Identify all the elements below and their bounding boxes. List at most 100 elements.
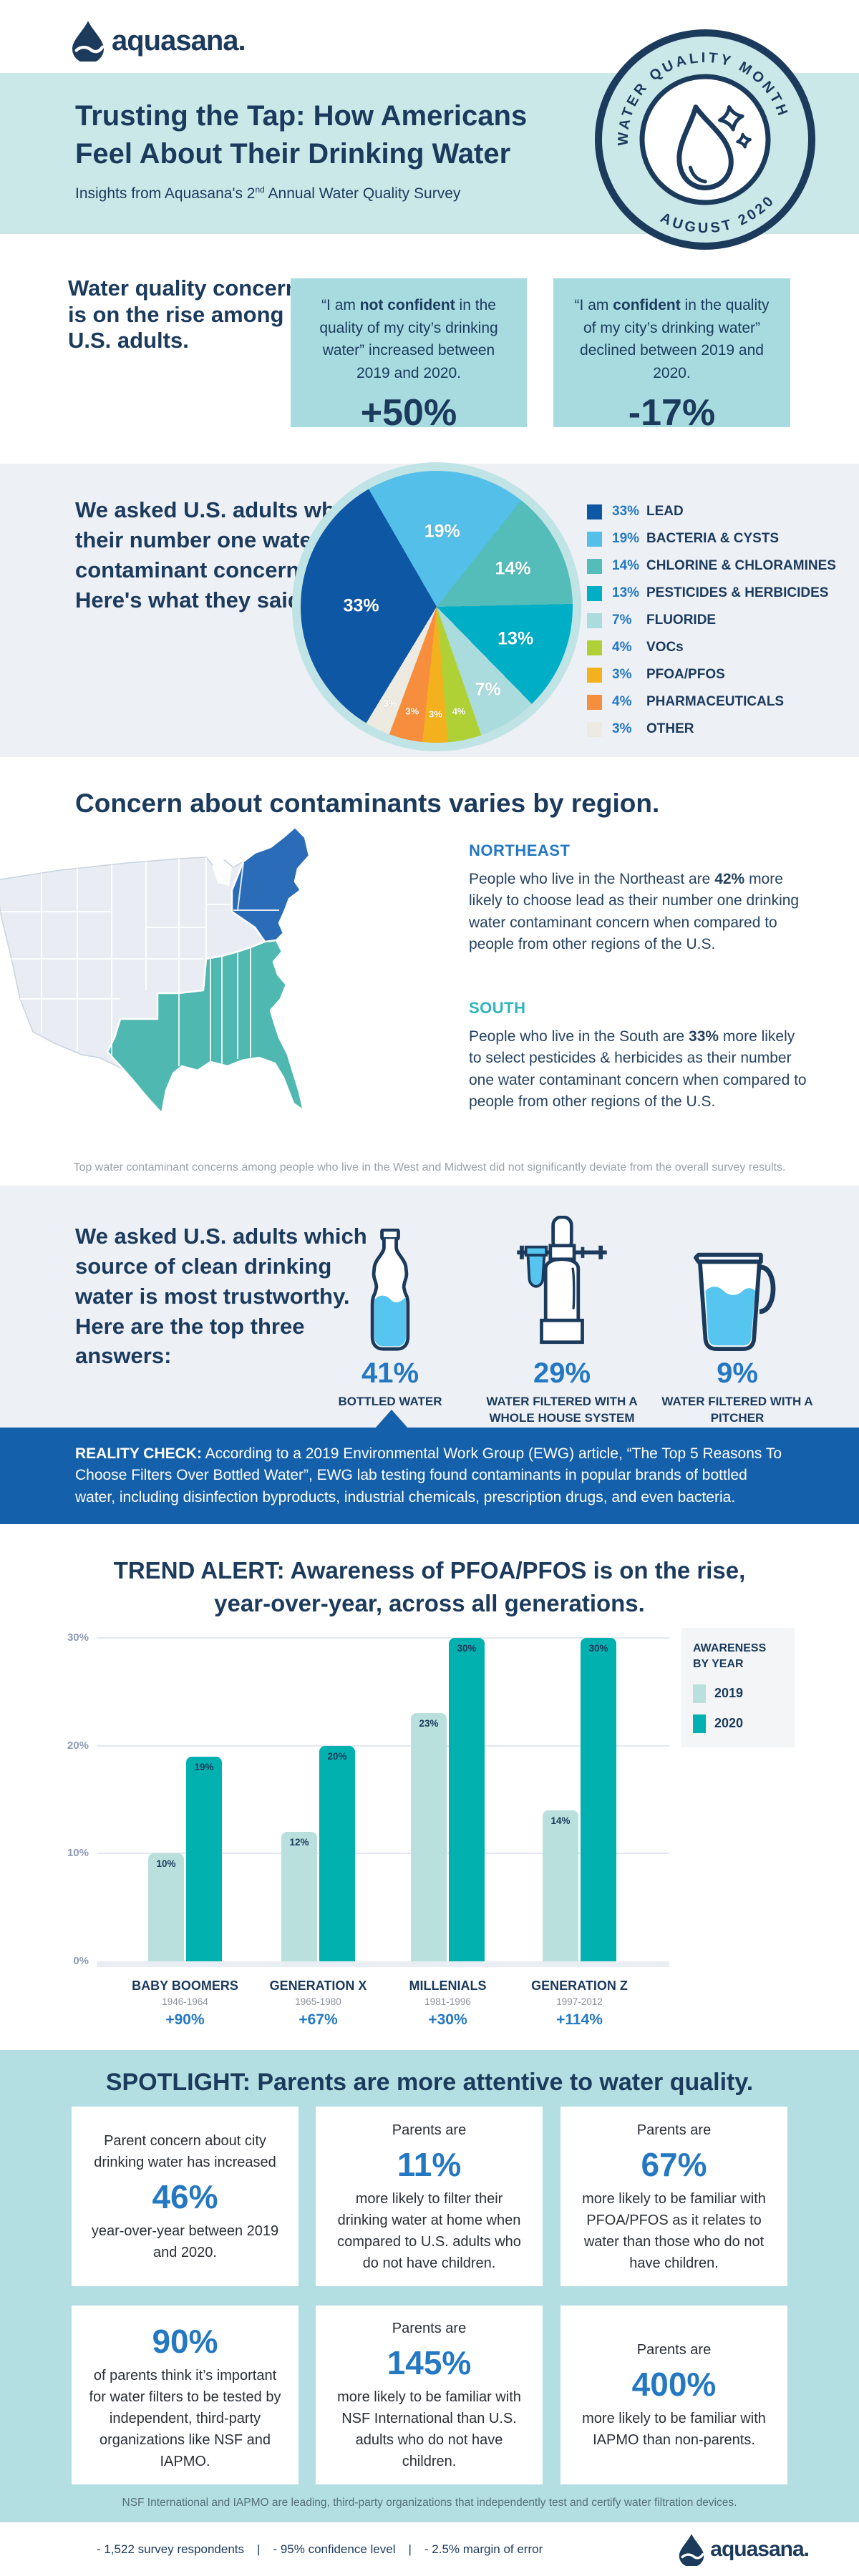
survey-methodology: - 1,522 survey respondents | - 95% confi… <box>97 2542 543 2557</box>
legend-row: 14% CHLORINE & CHLORAMINES <box>587 552 836 580</box>
confident-quote: “I am confident in the quality of my cit… <box>574 297 770 381</box>
third-party-testing-card: 90% of parents think it’s important for … <box>72 2306 299 2484</box>
card-lead-in: Parents are <box>636 2122 712 2138</box>
legend-swatch <box>587 504 602 519</box>
x-category-label: MILLENIALS 1981-1996 +30% <box>409 1979 487 2028</box>
legend-pct: 7% <box>612 613 632 628</box>
bar-baby-boomers-2019: 10% <box>148 1853 184 1961</box>
bar-group: 14% 30% <box>543 1638 616 1961</box>
legend-pct: 33% <box>612 504 640 519</box>
trend-section: TREND ALERT: Awareness of PFOA/PFOS is o… <box>0 1524 859 2050</box>
pitcher-pct: 9% <box>717 1357 758 1389</box>
great-lakes-shape <box>212 860 232 886</box>
aquasana-footer-logo: aquasana. <box>679 2533 810 2566</box>
legend-swatch <box>693 1714 706 1733</box>
pie-slice-label: 33% <box>343 595 379 616</box>
spotlight-section: SPOTLIGHT: Parents are more attentive to… <box>0 2050 859 2522</box>
y-tick-label: 10% <box>67 1847 89 1860</box>
card-stat: 90% <box>152 2323 218 2360</box>
legend-row: 3% OTHER <box>587 716 836 743</box>
trend-heading: TREND ALERT: Awareness of PFOA/PFOS is o… <box>113 1557 746 1617</box>
spotlight-heading: SPOTLIGHT: Parents are more attentive to… <box>105 2069 754 2096</box>
bar-group: 12% 20% <box>281 1638 355 1961</box>
legend-row: 4% PHARMACEUTICALS <box>587 688 836 716</box>
state-border-lines <box>0 857 279 1066</box>
pitcher-item: 9% WATER FILTERED WITH A PITCHER <box>651 1216 823 1427</box>
x-category-label: GENERATION Z 1997-2012 +114% <box>531 1979 628 2028</box>
whole-house-label: WATER FILTERED WITH A WHOLE HOUSE SYSTEM <box>486 1395 638 1425</box>
legend-swatch <box>587 613 602 628</box>
separator: | <box>257 2542 261 2556</box>
separator: | <box>408 2542 412 2556</box>
margin-note: - 2.5% margin of error <box>424 2542 543 2556</box>
bar-value-label: 20% <box>327 1750 347 1762</box>
legend-year: 2020 <box>714 1716 744 1731</box>
region-heading: Concern about contaminants varies by reg… <box>75 789 660 818</box>
card-text: more likely to be familiar with NSF Inte… <box>337 2389 521 2469</box>
confidence-note: - 95% confidence level <box>273 2542 396 2556</box>
south-callout: SOUTH People who live in the South are 3… <box>469 999 809 1113</box>
legend-item: 2020 <box>693 1714 783 1733</box>
y-tick-label: 20% <box>67 1739 89 1752</box>
not-confident-stat: +50% <box>360 392 457 434</box>
bar-millenials-2019: 23% <box>411 1713 447 1961</box>
aquasana-logo: aquasana. <box>72 20 246 62</box>
pie-slice-label: 13% <box>498 628 534 649</box>
bar-group: 10% 19% <box>148 1638 222 1961</box>
card-stat: 145% <box>387 2344 472 2381</box>
grid-line <box>97 1853 669 1855</box>
bottled-water-pct: 41% <box>361 1357 419 1389</box>
spotlight-footnote: NSF International and IAPMO are leading,… <box>122 2497 737 2509</box>
bottle-icon <box>364 1216 417 1352</box>
concern-section: Water quality concern is on the rise amo… <box>0 234 859 464</box>
confident-stat-card: “I am confident in the quality of my cit… <box>553 278 790 434</box>
x-category-label: BABY BOOMERS 1946-1964 +90% <box>132 1979 238 2028</box>
legend-swatch <box>587 531 602 547</box>
legend-pct: 19% <box>612 531 640 546</box>
bar-value-label: 19% <box>194 1761 214 1772</box>
respondents-note: - 1,522 survey respondents <box>97 2542 245 2556</box>
region-section: Concern about contaminants varies by reg… <box>0 757 859 1186</box>
bar-generation-x-2020: 20% <box>319 1745 355 1961</box>
card-stat: 67% <box>641 2145 707 2183</box>
south-text: People who live in the South are 33% mor… <box>469 1028 807 1111</box>
awareness-bar-chart: 10% 19% 12% 20% 23% 30% 14% 30% AWARENESS BY YE… <box>0 1524 859 2050</box>
bar-value-label: 12% <box>289 1837 309 1848</box>
legend-pct: 13% <box>612 585 640 600</box>
iapmo-familiar-card: Parents are 400% more likely to be famil… <box>560 2306 787 2484</box>
legend-row: 33% LEAD <box>587 498 836 525</box>
us-region-map <box>0 819 407 1155</box>
contaminant-concern-section: We asked U.S. adults what their number o… <box>0 462 859 757</box>
x-axis-line <box>97 1961 669 1967</box>
bar-value-label: 30% <box>457 1643 477 1654</box>
legend-name: VOCs <box>646 640 684 655</box>
pitcher-icon <box>687 1216 787 1352</box>
confident-stat: -17% <box>628 392 716 434</box>
legend-name: BACTERIA & CYSTS <box>646 531 780 546</box>
bar-generation-x-2019: 12% <box>281 1832 317 1961</box>
legend-item: 2019 <box>693 1684 783 1703</box>
legend-swatch <box>587 640 602 655</box>
south-label: SOUTH <box>469 999 526 1017</box>
x-category-label: GENERATION X 1965-1980 +67% <box>269 1979 367 2028</box>
legend-swatch <box>587 721 602 737</box>
whole-house-pct: 29% <box>533 1357 591 1389</box>
legend-row: 7% FLUORIDE <box>587 607 836 634</box>
legend-pct: 3% <box>612 667 632 682</box>
card-text: Parent concern about city drinking water… <box>94 2132 276 2170</box>
not-confident-stat-card: “I am not confident in the quality of my… <box>291 278 527 434</box>
not-confident-quote: “I am not confident in the quality of my… <box>319 297 498 381</box>
card-stat: 46% <box>152 2177 218 2215</box>
legend-name: FLUORIDE <box>646 613 717 628</box>
pie-slice-label: 3% <box>383 698 397 709</box>
concern-heading: Water quality concern is on the rise amo… <box>68 275 299 353</box>
card-text: more likely to be familiar with IAPMO th… <box>582 2411 766 2448</box>
legend-swatch <box>587 585 602 601</box>
card-text: year-over-year between 2019 and 2020. <box>91 2223 279 2260</box>
legend-pct: 4% <box>612 640 632 655</box>
legend-pct: 4% <box>612 694 632 709</box>
northeast-label: NORTHEAST <box>469 841 571 859</box>
northeast-text: People who live in the Northeast are 42%… <box>469 871 800 953</box>
bar-chart-legend: AWARENESS BY YEAR 2019 2020 <box>681 1628 795 1747</box>
water-drop-logo-icon <box>72 21 105 62</box>
